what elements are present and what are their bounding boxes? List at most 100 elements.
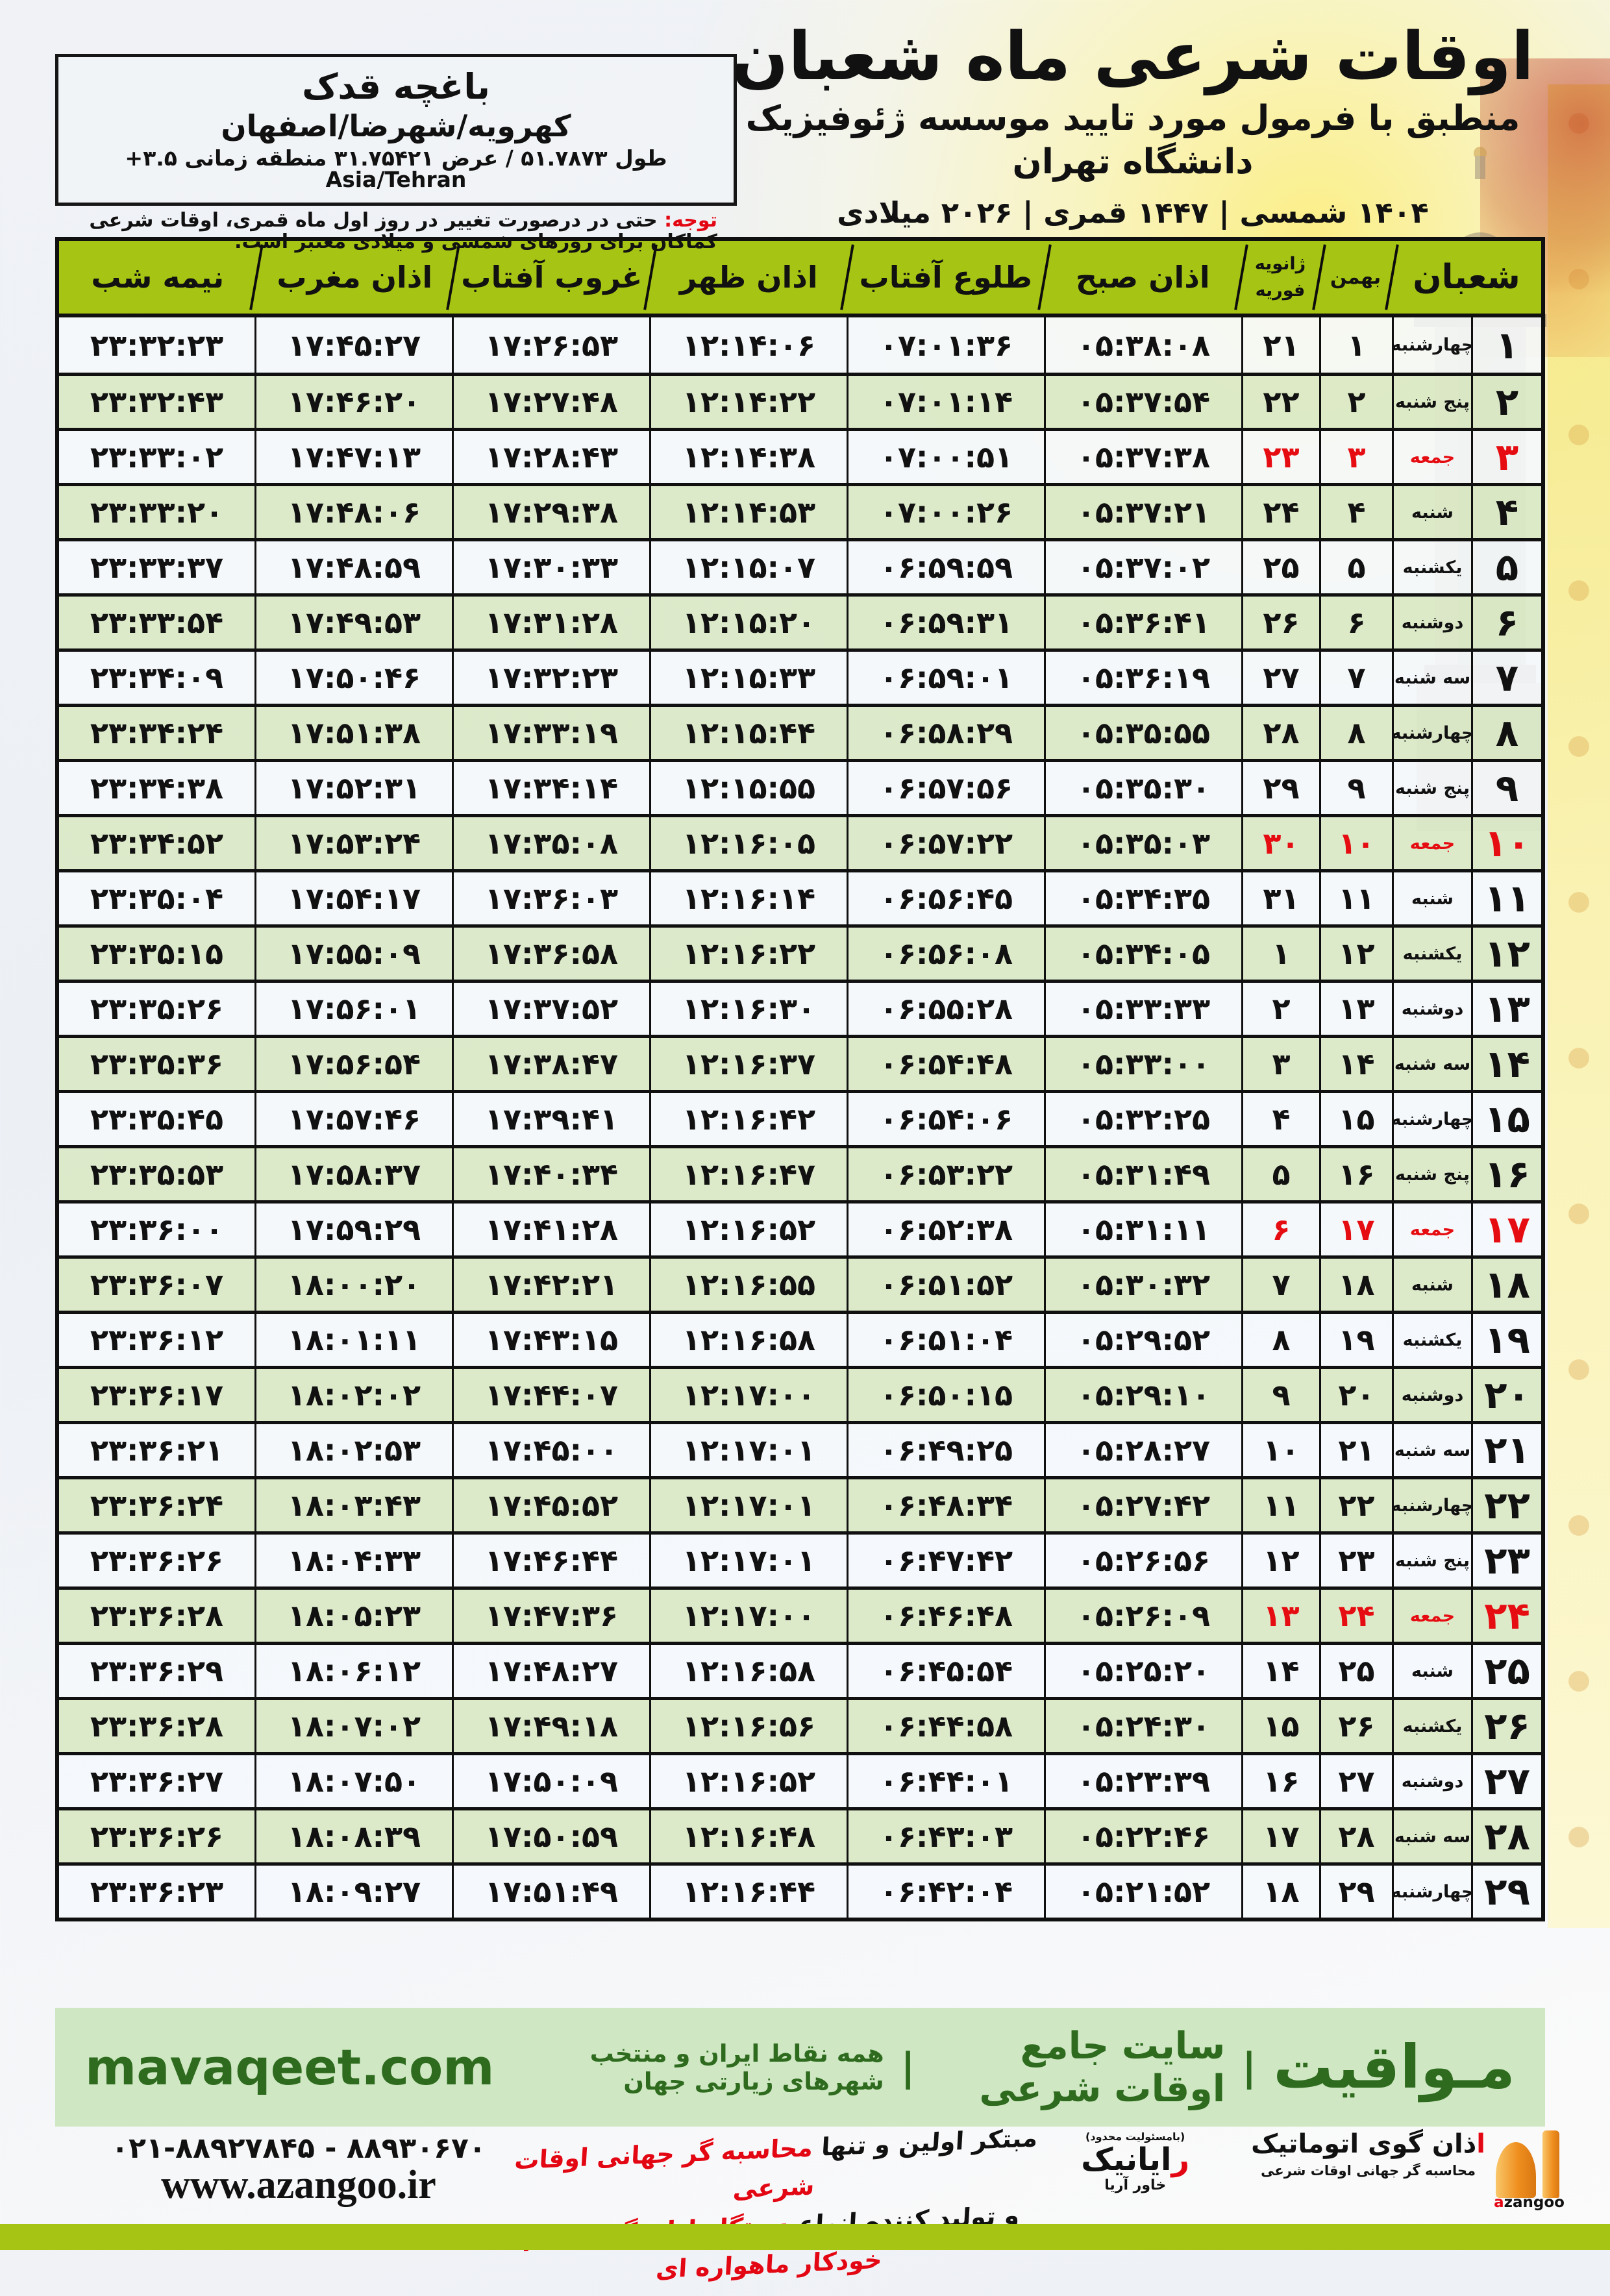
- cell-tolu: ۰۶:۵۹:۵۹: [847, 541, 1044, 593]
- cell-weekday: جمعه: [1392, 431, 1471, 483]
- table-row: ۲۴ جمعه ۲۴ ۱۳ ۰۵:۲۶:۰۹ ۰۶:۴۶:۴۸ ۱۲:۱۷:۰۰ ۱۷:۴۷:…: [59, 1586, 1541, 1642]
- table-row: ۳ جمعه ۳ ۲۳ ۰۵:۳۷:۳۸ ۰۷:۰۰:۵۱ ۱۲:۱۴:۳۸ ۱۷:۲۸:۴۳…: [59, 428, 1541, 483]
- cell-weekday: چهارشنبه: [1391, 1866, 1474, 1918]
- cell-zohr: ۱۲:۱۶:۵۲: [649, 1204, 847, 1255]
- cell-nimeshab: ۲۳:۳۶:۲۱: [59, 1424, 254, 1476]
- cell-bahman: ۳: [1319, 431, 1392, 483]
- cell-ghorub: ۱۷:۳۲:۲۳: [452, 652, 649, 704]
- cell-nimeshab: ۲۳:۳۶:۰۷: [59, 1259, 254, 1311]
- rayanik-name-r: ر: [1171, 2142, 1190, 2178]
- cell-bahman: ۱۴: [1319, 1038, 1392, 1090]
- cell-greg: ۱۷: [1241, 1810, 1319, 1862]
- cell-zohr: ۱۲:۱۶:۳۰: [649, 983, 847, 1035]
- cell-sobh: ۰۵:۲۵:۲۰: [1044, 1645, 1241, 1697]
- table-row: ۲ پنج شنبه ۲ ۲۲ ۰۵:۳۷:۵۴ ۰۷:۰۱:۱۴ ۱۲:۱۴:۲۲ ۱۷:۲…: [59, 373, 1541, 428]
- calendar-years: ۱۴۰۴ شمسی | ۱۴۴۷ قمری | ۲۰۲۶ میلادی: [837, 195, 1429, 230]
- cell-sobh: ۰۵:۳۳:۰۰: [1044, 1038, 1241, 1090]
- azangoo-latin-rest: zangoo: [1504, 2194, 1565, 2211]
- cell-nimeshab: ۲۳:۳۶:۲۴: [59, 1479, 254, 1531]
- cell-greg: ۳۰: [1241, 817, 1319, 869]
- cell-nimeshab: ۲۳:۳۵:۳۶: [59, 1038, 254, 1090]
- cell-nimeshab: ۲۳:۳۵:۲۶: [59, 983, 254, 1035]
- cell-bahman: ۵: [1319, 541, 1392, 593]
- cell-bahman: ۱۵: [1319, 1093, 1392, 1145]
- location-coordinates: طول ۵۱.۷۸۷۳ / عرض ۳۱.۷۵۴۲۱ منطقه زمانی ۳…: [125, 145, 667, 192]
- header-azan-maghreb: اذان مغرب: [256, 241, 454, 314]
- cell-nimeshab: ۲۳:۳۳:۳۷: [59, 541, 254, 593]
- cell-bahman: ۱۲: [1319, 928, 1392, 980]
- cell-bahman: ۱۳: [1319, 983, 1392, 1035]
- table-row: ۲۱ سه شنبه ۲۱ ۱۰ ۰۵:۲۸:۲۷ ۰۶:۴۹:۲۵ ۱۲:۱۷:۰۱ ۱۷:…: [59, 1421, 1541, 1476]
- cell-ghorub: ۱۷:۳۰:۳۳: [452, 541, 649, 593]
- table-row: ۱۳ دوشنبه ۱۳ ۲ ۰۵:۳۳:۳۳ ۰۶:۵۵:۲۸ ۱۲:۱۶:۳۰ ۱۷:۳۷…: [59, 980, 1541, 1035]
- cell-nimeshab: ۲۳:۳۵:۴۵: [59, 1093, 254, 1145]
- cell-zohr: ۱۲:۱۷:۰۱: [649, 1479, 847, 1531]
- cell-shaban: ۹: [1471, 762, 1541, 814]
- cell-tolu: ۰۶:۵۹:۰۱: [847, 652, 1044, 704]
- cell-maghreb: ۱۷:۵۹:۲۹: [254, 1204, 452, 1255]
- cell-nimeshab: ۲۳:۳۲:۲۳: [59, 317, 254, 373]
- cell-ghorub: ۱۷:۳۸:۴۷: [452, 1038, 649, 1090]
- cell-tolu: ۰۶:۵۶:۴۵: [847, 872, 1044, 924]
- cell-zohr: ۱۲:۱۶:۰۵: [649, 817, 847, 869]
- bottom-green-bar: [0, 2224, 1610, 2250]
- cell-weekday: شنبه: [1392, 1645, 1471, 1697]
- cell-weekday: پنج شنبه: [1392, 376, 1471, 428]
- cell-sobh: ۰۵:۳۲:۲۵: [1044, 1093, 1241, 1145]
- cell-maghreb: ۱۸:۰۶:۱۲: [254, 1645, 452, 1697]
- cell-nimeshab: ۲۳:۳۵:۱۵: [59, 928, 254, 980]
- table-row: ۲۹ چهارشنبه ۲۹ ۱۸ ۰۵:۲۱:۵۲ ۰۶:۴۲:۰۴ ۱۲:۱۶:۴۴ ۱۷…: [59, 1862, 1541, 1918]
- cell-shaban: ۸: [1471, 707, 1541, 759]
- table-row: ۹ پنج شنبه ۹ ۲۹ ۰۵:۳۵:۳۰ ۰۶:۵۷:۵۶ ۱۲:۱۵:۵۵ ۱۷:۳…: [59, 759, 1541, 814]
- cell-tolu: ۰۶:۴۴:۵۸: [847, 1700, 1044, 1752]
- cell-nimeshab: ۲۳:۳۳:۲۰: [59, 486, 254, 538]
- cell-zohr: ۱۲:۱۵:۴۴: [649, 707, 847, 759]
- cell-weekday: دوشنبه: [1392, 1755, 1471, 1807]
- cell-bahman: ۱۷: [1319, 1204, 1392, 1255]
- table-row: ۲۶ یکشنبه ۲۶ ۱۵ ۰۵:۲۴:۳۰ ۰۶:۴۴:۵۸ ۱۲:۱۶:۵۶ ۱۷:۴…: [59, 1697, 1541, 1752]
- cell-bahman: ۴: [1319, 486, 1392, 538]
- cell-weekday: چهارشنبه: [1391, 1093, 1474, 1145]
- cell-sobh: ۰۵:۳۰:۳۲: [1044, 1259, 1241, 1311]
- cell-maghreb: ۱۸:۰۱:۱۱: [254, 1314, 452, 1366]
- cell-zohr: ۱۲:۱۴:۳۸: [649, 431, 847, 483]
- azangoo-website-link[interactable]: www.azangoo.ir: [161, 2163, 436, 2207]
- cell-weekday: چهارشنبه: [1391, 317, 1474, 373]
- cell-ghorub: ۱۷:۴۸:۲۷: [452, 1645, 649, 1697]
- cell-greg: ۲۷: [1241, 652, 1319, 704]
- rayanik-side-text: خاور آریا: [1104, 2177, 1167, 2193]
- cell-bahman: ۱۹: [1319, 1314, 1392, 1366]
- cell-sobh: ۰۵:۳۵:۳۰: [1044, 762, 1241, 814]
- cell-maghreb: ۱۷:۵۰:۴۶: [254, 652, 452, 704]
- rayanik-note: (بامسئولیت محدود): [1085, 2130, 1185, 2143]
- title-block: اوقات شرعی ماه شعبان منطبق با فرمول مورد…: [701, 18, 1565, 230]
- cell-nimeshab: ۲۳:۳۶:۲۷: [59, 1755, 254, 1807]
- cell-greg: ۲۵: [1241, 541, 1319, 593]
- prayer-times-table: شعبان بهمن ژانویه فوریه اذان صبح طلوع آف…: [55, 237, 1545, 1921]
- cell-weekday: یکشنبه: [1392, 928, 1471, 980]
- cell-zohr: ۱۲:۱۶:۴۴: [649, 1866, 847, 1918]
- mavaqeet-domain-link[interactable]: mavaqeet.com: [85, 2038, 495, 2096]
- cell-shaban: ۲۷: [1471, 1755, 1541, 1807]
- cell-tolu: ۰۶:۴۳:۰۳: [847, 1810, 1044, 1862]
- minaret-shape-icon: [1542, 2130, 1559, 2198]
- cell-zohr: ۱۲:۱۴:۵۳: [649, 486, 847, 538]
- cell-weekday: جمعه: [1392, 1590, 1471, 1642]
- cell-zohr: ۱۲:۱۶:۵۶: [649, 1700, 847, 1752]
- header-sunset: غروب آفتاب: [453, 241, 650, 314]
- notice-text: حتی در درصورت تغییر در روز اول ماه قمری،…: [89, 209, 717, 253]
- header-january: ژانویه: [1254, 254, 1306, 274]
- ornament-strip-decoration: [1548, 84, 1610, 1928]
- cell-zohr: ۱۲:۱۵:۵۵: [649, 762, 847, 814]
- table-row: ۱۲ یکشنبه ۱۲ ۱ ۰۵:۳۴:۰۵ ۰۶:۵۶:۰۸ ۱۲:۱۶:۲۲ ۱۷:۳۶…: [59, 924, 1541, 980]
- cell-shaban: ۱۵: [1471, 1093, 1541, 1145]
- cell-maghreb: ۱۷:۴۸:۵۹: [254, 541, 452, 593]
- rayanik-name: رایانیک: [1081, 2143, 1189, 2177]
- cell-ghorub: ۱۷:۴۷:۳۶: [452, 1590, 649, 1642]
- cell-zohr: ۱۲:۱۷:۰۱: [649, 1424, 847, 1476]
- contact-block: ۰۲۱-۸۸۹۲۷۸۴۵ - ۸۸۹۳۰۶۷۰ www.azangoo.ir: [78, 2134, 519, 2208]
- mavaqeet-band: مـواقیت | سایت جامع اوقات شرعی | همه نقا…: [55, 2008, 1545, 2127]
- azangoo-logo: azangoo اذان گوی اتوماتیک محاسبه گر جهان…: [1251, 2130, 1565, 2211]
- cell-weekday: جمعه: [1392, 1204, 1471, 1255]
- cell-bahman: ۷: [1319, 652, 1392, 704]
